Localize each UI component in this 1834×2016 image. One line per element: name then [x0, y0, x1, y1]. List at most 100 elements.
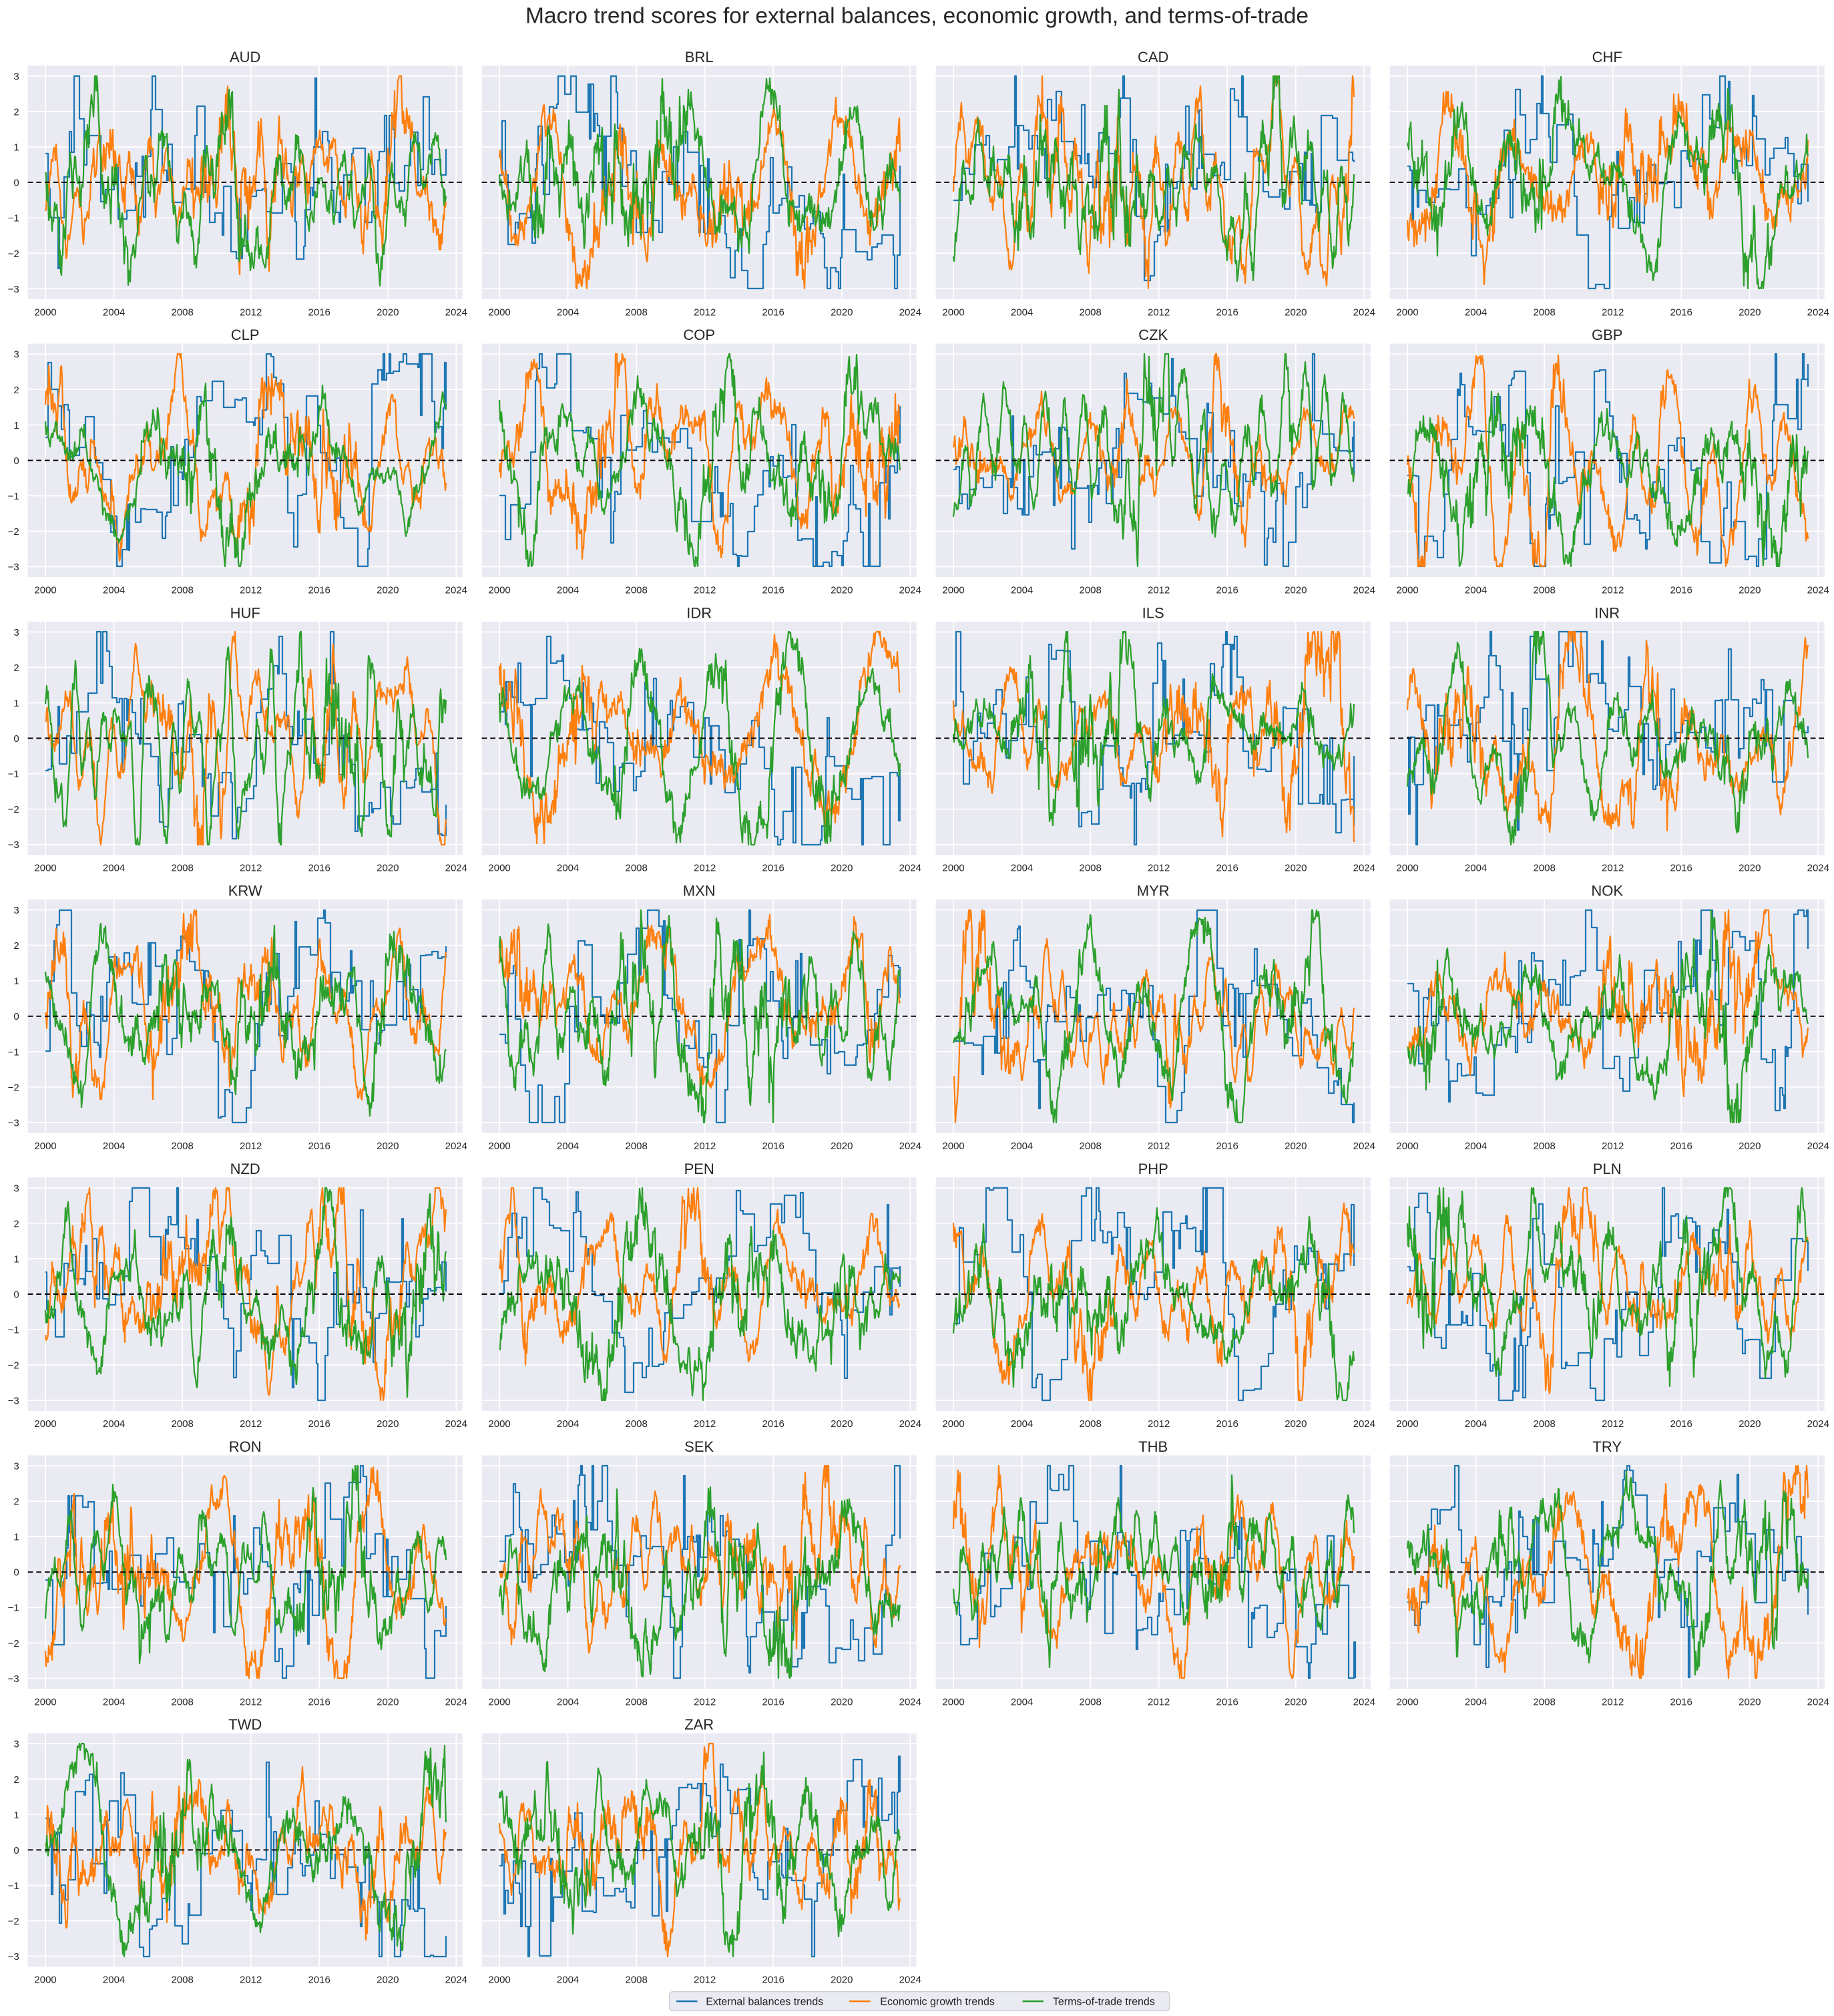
svg-text:2000: 2000	[34, 307, 56, 318]
svg-text:2016: 2016	[1670, 1418, 1692, 1430]
svg-text:TRY: TRY	[1592, 1438, 1622, 1455]
svg-text:0: 0	[13, 1845, 19, 1856]
svg-text:2000: 2000	[1396, 1418, 1418, 1430]
svg-text:2008: 2008	[1534, 1141, 1556, 1152]
svg-text:2008: 2008	[1534, 1418, 1556, 1430]
svg-text:2020: 2020	[1739, 307, 1761, 318]
svg-text:2000: 2000	[942, 1418, 964, 1430]
svg-text:2024: 2024	[899, 1696, 921, 1707]
svg-text:2024: 2024	[445, 863, 467, 874]
svg-text:RON: RON	[229, 1438, 262, 1455]
svg-text:2008: 2008	[1080, 1418, 1102, 1430]
svg-text:2016: 2016	[762, 1696, 784, 1707]
svg-text:2008: 2008	[626, 863, 648, 874]
svg-text:2000: 2000	[488, 307, 510, 318]
svg-text:2016: 2016	[308, 1418, 330, 1430]
svg-text:2: 2	[13, 940, 19, 952]
svg-text:2004: 2004	[557, 1975, 579, 1986]
svg-text:CLP: CLP	[231, 327, 260, 343]
svg-text:2020: 2020	[1285, 863, 1307, 874]
svg-text:2024: 2024	[899, 863, 921, 874]
svg-text:2000: 2000	[34, 1975, 56, 1986]
svg-text:2004: 2004	[557, 307, 579, 318]
svg-text:2012: 2012	[240, 585, 262, 596]
svg-text:2012: 2012	[1602, 1418, 1624, 1430]
svg-text:CHF: CHF	[1592, 49, 1622, 65]
svg-text:2012: 2012	[1148, 1141, 1170, 1152]
svg-text:2008: 2008	[172, 863, 194, 874]
svg-text:2016: 2016	[308, 1696, 330, 1707]
svg-text:3: 3	[13, 1461, 19, 1472]
svg-text:2012: 2012	[240, 1418, 262, 1430]
svg-text:2020: 2020	[1739, 1418, 1761, 1430]
svg-text:2008: 2008	[1080, 1141, 1102, 1152]
svg-text:2024: 2024	[899, 307, 921, 318]
svg-text:2000: 2000	[34, 1696, 56, 1707]
svg-text:COP: COP	[683, 327, 715, 343]
svg-text:−2: −2	[8, 1360, 19, 1372]
svg-text:Economic growth trends: Economic growth trends	[880, 1996, 995, 2007]
svg-text:2024: 2024	[1353, 307, 1375, 318]
svg-text:2000: 2000	[34, 585, 56, 596]
svg-text:BRL: BRL	[685, 49, 714, 65]
svg-text:THB: THB	[1138, 1438, 1168, 1455]
svg-text:MYR: MYR	[1137, 883, 1170, 899]
svg-text:−1: −1	[8, 491, 19, 502]
svg-text:2004: 2004	[557, 863, 579, 874]
svg-text:2012: 2012	[1148, 585, 1170, 596]
svg-text:2008: 2008	[626, 1141, 648, 1152]
svg-text:2024: 2024	[1807, 863, 1829, 874]
svg-text:3: 3	[13, 1739, 19, 1750]
svg-text:2020: 2020	[831, 1975, 853, 1986]
svg-text:2004: 2004	[557, 585, 579, 596]
svg-text:AUD: AUD	[230, 49, 260, 65]
svg-text:2012: 2012	[1602, 863, 1624, 874]
svg-text:2024: 2024	[1353, 1141, 1375, 1152]
svg-text:SEK: SEK	[684, 1438, 714, 1455]
svg-text:2008: 2008	[1080, 585, 1102, 596]
svg-text:−2: −2	[8, 1916, 19, 1927]
svg-text:2024: 2024	[1807, 1141, 1829, 1152]
svg-text:2020: 2020	[1285, 1418, 1307, 1430]
svg-text:2004: 2004	[1011, 1696, 1033, 1707]
svg-text:−2: −2	[8, 1082, 19, 1093]
svg-text:2020: 2020	[377, 1975, 399, 1986]
svg-text:2016: 2016	[762, 307, 784, 318]
svg-text:2020: 2020	[1739, 863, 1761, 874]
svg-text:2008: 2008	[172, 585, 194, 596]
svg-text:2024: 2024	[1353, 585, 1375, 596]
svg-text:2016: 2016	[762, 1418, 784, 1430]
svg-text:2016: 2016	[1670, 1696, 1692, 1707]
svg-text:2012: 2012	[240, 307, 262, 318]
svg-text:2016: 2016	[308, 585, 330, 596]
svg-text:0: 0	[13, 1567, 19, 1579]
svg-text:2000: 2000	[488, 863, 510, 874]
svg-text:3: 3	[13, 349, 19, 361]
svg-text:2024: 2024	[1807, 307, 1829, 318]
svg-text:IDR: IDR	[686, 604, 712, 621]
svg-text:2020: 2020	[1739, 1141, 1761, 1152]
svg-text:2012: 2012	[1148, 1418, 1170, 1430]
svg-text:2000: 2000	[34, 1141, 56, 1152]
svg-text:2000: 2000	[488, 1696, 510, 1707]
svg-text:1: 1	[13, 1532, 19, 1543]
svg-text:PHP: PHP	[1138, 1161, 1168, 1177]
svg-text:−3: −3	[8, 1396, 19, 1407]
svg-text:2012: 2012	[240, 863, 262, 874]
svg-text:2: 2	[13, 1774, 19, 1786]
svg-text:2012: 2012	[694, 307, 716, 318]
svg-text:2004: 2004	[1011, 585, 1033, 596]
svg-text:2004: 2004	[1465, 1141, 1487, 1152]
svg-text:−3: −3	[8, 1951, 19, 1963]
svg-text:2016: 2016	[1216, 307, 1238, 318]
svg-text:2016: 2016	[1216, 585, 1238, 596]
svg-text:2000: 2000	[1396, 1696, 1418, 1707]
svg-text:External balances trends: External balances trends	[706, 1996, 823, 2007]
svg-text:2004: 2004	[103, 1696, 125, 1707]
svg-text:ILS: ILS	[1142, 604, 1164, 621]
svg-text:2000: 2000	[942, 1696, 964, 1707]
svg-text:2012: 2012	[694, 1975, 716, 1986]
svg-text:NOK: NOK	[1591, 883, 1623, 899]
svg-text:2: 2	[13, 662, 19, 674]
svg-text:2016: 2016	[762, 863, 784, 874]
